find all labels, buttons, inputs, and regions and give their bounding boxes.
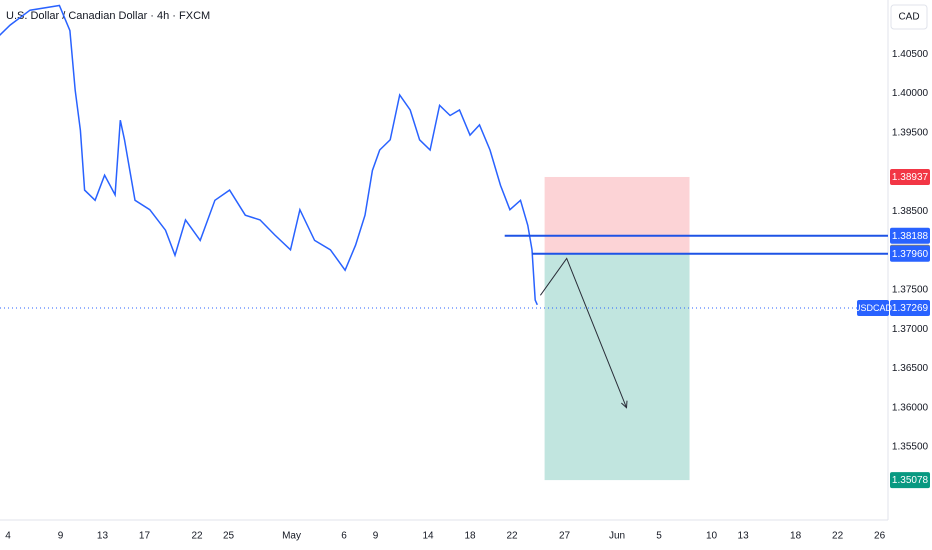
y-tick-label: 1.37500 bbox=[892, 284, 929, 295]
x-tick-label: 10 bbox=[706, 531, 718, 542]
y-tick-label: 1.38500 bbox=[892, 206, 929, 217]
price-label: 1.37960 bbox=[892, 249, 929, 260]
x-tick-label: 13 bbox=[738, 531, 750, 542]
price-label: 1.38937 bbox=[892, 172, 929, 183]
x-tick-label: 17 bbox=[139, 531, 151, 542]
x-tick-label: 27 bbox=[559, 531, 571, 542]
price-label-box bbox=[890, 245, 930, 262]
x-tick-label: 9 bbox=[58, 531, 64, 542]
y-tick-label: 1.35500 bbox=[892, 442, 929, 453]
price-label: 1.37269 bbox=[892, 303, 929, 314]
price-line bbox=[0, 4, 538, 306]
x-tick-label: Jun bbox=[609, 531, 625, 542]
x-tick-label: 22 bbox=[191, 531, 203, 542]
symbol-tag-box bbox=[857, 299, 889, 316]
y-tick-label: 1.40500 bbox=[892, 49, 929, 60]
currency-button[interactable] bbox=[890, 4, 928, 30]
y-tick-label: 1.40000 bbox=[892, 88, 929, 99]
price-label: 1.38188 bbox=[892, 231, 929, 242]
currency[interactable]: CAD bbox=[898, 12, 919, 23]
x-tick-label: 6 bbox=[341, 531, 347, 542]
price-label: 1.35078 bbox=[892, 475, 929, 486]
chart-title: U.S. Dollar / Canadian Dollar · 4h · FXC… bbox=[6, 10, 210, 22]
x-tick-label: 14 bbox=[422, 531, 434, 542]
x-tick-label: 22 bbox=[506, 531, 518, 542]
y-tick-label: 1.36000 bbox=[892, 402, 929, 413]
stop-zone bbox=[544, 176, 690, 254]
x-tick-label: 25 bbox=[223, 531, 235, 542]
y-tick-label: 1.39500 bbox=[892, 127, 929, 138]
x-tick-label: 4 bbox=[5, 531, 11, 542]
x-tick-label: May bbox=[282, 531, 301, 542]
x-tick-label: 9 bbox=[373, 531, 379, 542]
projection-arrow bbox=[539, 257, 627, 408]
target-zone bbox=[544, 253, 690, 481]
price-label-box bbox=[890, 472, 930, 489]
price-label-box bbox=[890, 168, 930, 185]
x-tick-label: 18 bbox=[464, 531, 476, 542]
price-label-box bbox=[890, 299, 930, 316]
x-tick-label: 22 bbox=[832, 531, 844, 542]
x-tick-label: 5 bbox=[656, 531, 662, 542]
y-tick-label: 1.36500 bbox=[892, 363, 929, 374]
x-tick-label: 13 bbox=[97, 531, 109, 542]
x-tick-label: 26 bbox=[874, 531, 886, 542]
y-tick-label: 1.37000 bbox=[892, 324, 929, 335]
symbol-tag: USDCAD bbox=[854, 303, 893, 313]
price-label-box bbox=[890, 227, 930, 244]
x-tick-label: 18 bbox=[790, 531, 802, 542]
arrow-head bbox=[621, 400, 628, 409]
